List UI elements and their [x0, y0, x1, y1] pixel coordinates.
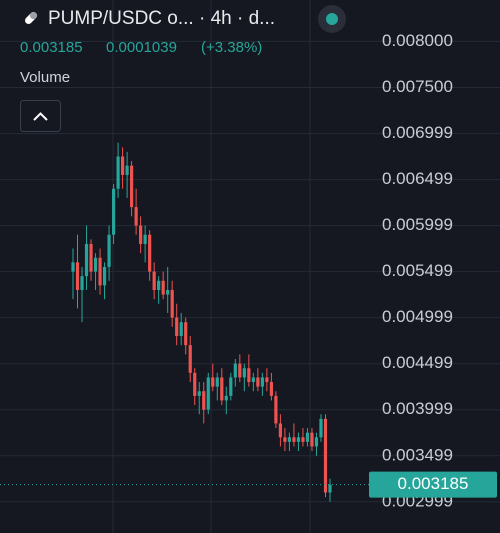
candle-body: [130, 165, 134, 208]
candle-body: [157, 280, 161, 290]
candle-body: [265, 377, 269, 383]
y-tick-label: 0.003999: [382, 399, 453, 418]
candle-body: [233, 363, 237, 378]
candle-body: [125, 165, 129, 175]
change-percent: (+3.38%): [201, 39, 262, 56]
candle-body: [116, 156, 120, 189]
candle-body: [224, 395, 228, 401]
y-tick-label: 0.005499: [382, 261, 453, 280]
candle-body: [287, 437, 292, 442]
collapse-button[interactable]: [20, 100, 61, 132]
candle-body: [278, 423, 283, 438]
candle-body: [84, 243, 89, 277]
candle-body: [80, 276, 84, 290]
candle-body: [242, 368, 246, 378]
candle-body: [161, 280, 165, 295]
y-tick-label: 0.003499: [382, 445, 453, 464]
candle-body: [71, 262, 75, 272]
y-tick-label: 0.007500: [382, 77, 453, 96]
candle-body: [301, 437, 305, 442]
candle-body: [111, 188, 116, 235]
candle-body: [193, 372, 197, 396]
y-tick-label: 0.006499: [382, 169, 453, 188]
change: 0.0001039: [106, 39, 177, 56]
candle-body: [238, 363, 242, 378]
candle-body: [120, 156, 125, 175]
candle-body: [256, 377, 260, 387]
candle-body: [179, 322, 183, 337]
candle-body: [310, 432, 314, 447]
candle-body: [206, 377, 210, 410]
candle-body: [184, 322, 188, 346]
candle-body: [93, 257, 98, 272]
candle-body: [98, 257, 102, 286]
candle-body: [247, 368, 251, 383]
candle-body: [283, 437, 287, 442]
chart-title[interactable]: PUMP/USDC o... · 4h · d...: [48, 8, 275, 29]
candle-body: [170, 289, 174, 318]
y-tick-label: 0.008000: [382, 31, 453, 50]
header: PUMP/USDC o... · 4h · d... 0.003185 0.00…: [20, 5, 346, 132]
indicator-label: Volume: [20, 69, 70, 86]
candle-body: [305, 432, 310, 442]
y-tick-label: 0.006999: [382, 123, 453, 142]
y-tick-label: 0.004999: [382, 307, 453, 326]
candle-body: [143, 234, 147, 244]
candle-body: [274, 395, 278, 424]
candle-body: [328, 484, 332, 493]
chevron-icon: [33, 112, 48, 121]
candle-body: [296, 437, 301, 442]
candle-body: [202, 391, 206, 410]
candle-body: [251, 377, 255, 383]
last-price-box: [369, 471, 497, 498]
status-dot: [326, 13, 338, 25]
candle-body: [89, 243, 93, 272]
candle-body: [323, 418, 328, 493]
candle-body: [215, 377, 219, 387]
candle-body: [314, 437, 319, 447]
candle-body: [107, 234, 111, 267]
candle-body: [152, 271, 156, 290]
candle-body: [148, 234, 152, 272]
price: 0.003185: [20, 39, 83, 56]
candle-body: [175, 317, 179, 337]
y-tick-label: 0.004499: [382, 353, 453, 372]
candle-body: [292, 437, 296, 442]
candle-body: [220, 377, 224, 401]
candle-body: [75, 262, 80, 290]
y-tick-label: 0.005999: [382, 215, 453, 234]
candle-body: [134, 207, 138, 226]
candle-body: [139, 225, 143, 244]
plot: [0, 142, 370, 502]
candle-body: [229, 377, 233, 396]
candle-body: [197, 391, 201, 396]
last-price-label: 0.003185: [398, 474, 469, 493]
candle-body: [211, 377, 215, 387]
candle-body: [166, 289, 170, 295]
candle-body: [319, 418, 323, 438]
pill-icon: [25, 11, 38, 24]
candle-body: [102, 266, 107, 286]
candle-body: [260, 377, 264, 387]
candle-body: [269, 382, 273, 396]
candle-body: [188, 345, 192, 373]
